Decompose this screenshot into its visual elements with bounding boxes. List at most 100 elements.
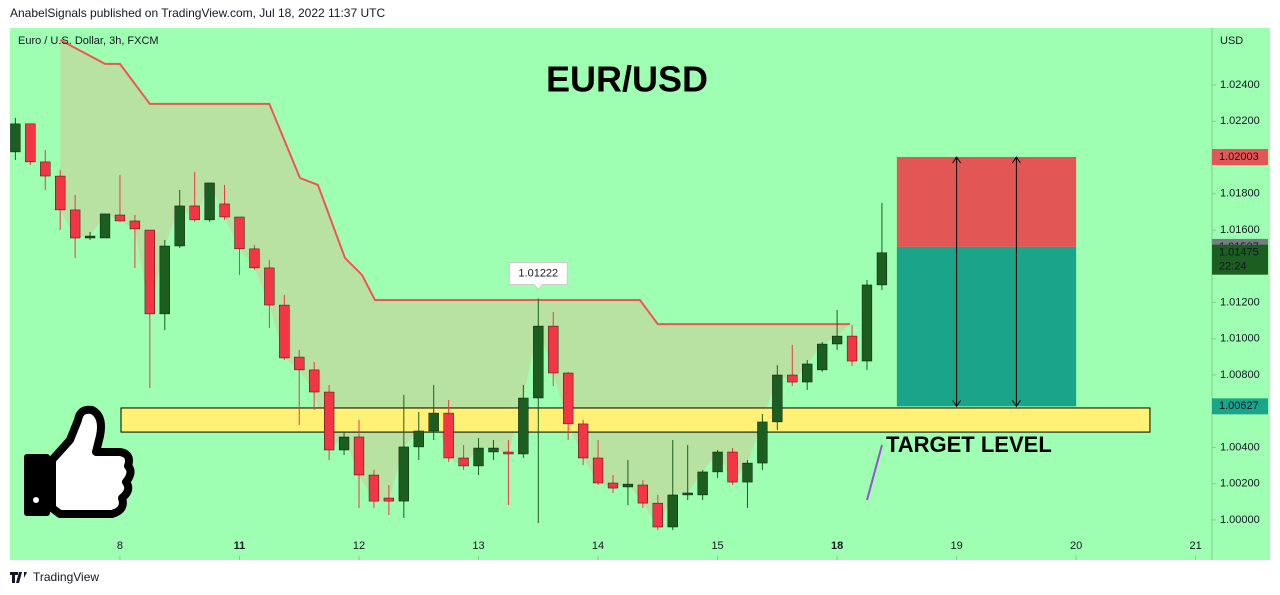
candle-body [802, 363, 813, 383]
candle-body [398, 446, 409, 502]
candle-body [189, 205, 200, 221]
x-tick-label: 13 [472, 540, 484, 552]
candle-body [368, 474, 380, 502]
y-tick-label: 1.00400 [1220, 441, 1260, 453]
candle-body [622, 483, 634, 488]
y-tick-label: 1.01600 [1220, 224, 1260, 236]
candle-body [682, 492, 693, 496]
candle-body [323, 391, 335, 451]
y-tick-label: 1.01200 [1220, 296, 1260, 308]
price-tag-label: 1.00627 [1219, 400, 1259, 412]
candle-body [652, 502, 663, 528]
candle-body [204, 182, 215, 221]
range-arrow [952, 156, 962, 408]
candle-body [353, 436, 365, 476]
candle-body [428, 412, 439, 432]
candle-body [592, 457, 604, 484]
candle-body [279, 304, 290, 359]
trend-line [59, 39, 850, 326]
candle-body [294, 356, 305, 371]
price-tag [1212, 244, 1268, 275]
y-tick-label: 1.02200 [1220, 115, 1260, 127]
x-tick-label: 15 [711, 540, 723, 552]
candle-body [99, 213, 111, 239]
candle-body [219, 203, 230, 218]
candle-body [309, 369, 320, 393]
candle-body [174, 205, 185, 247]
candle-body [159, 245, 170, 315]
candle-body [129, 220, 141, 230]
x-tick-label: 12 [353, 540, 365, 552]
candle-body [548, 325, 559, 374]
candle-body [488, 447, 499, 453]
candle-body [712, 451, 723, 473]
x-tick-label: 19 [950, 540, 962, 552]
candle-body [787, 374, 798, 383]
candle-body [861, 284, 873, 362]
x-tick-label: 20 [1070, 540, 1082, 552]
candle-body [443, 412, 454, 459]
price-tag [1212, 398, 1268, 415]
candle-body [831, 335, 843, 345]
candle-body [114, 214, 126, 222]
candle-body [338, 436, 350, 451]
candle-body [84, 235, 96, 239]
overlay: TARGET LEVEL 1.01222 [508, 156, 1077, 457]
candle-body [383, 497, 395, 502]
y-tick-label: 1.01800 [1220, 188, 1260, 200]
zone-label: TARGET LEVEL [886, 432, 1052, 457]
target-zone [120, 407, 1151, 433]
chart-title: EUR/USD [546, 59, 708, 100]
candle-body [757, 421, 768, 464]
y-tick-label: 1.01000 [1220, 333, 1260, 345]
candle-body [727, 451, 738, 483]
candle-body [473, 447, 484, 467]
candle-body [25, 123, 36, 163]
candle-body [742, 462, 753, 483]
candle-body [10, 123, 21, 153]
price-tag-label: 1.01475 [1219, 247, 1259, 259]
candle-body [264, 267, 275, 306]
x-tick-label: 14 [592, 540, 604, 552]
candle-body [667, 494, 678, 528]
range-arrow [1011, 156, 1021, 408]
candle-body [144, 229, 155, 315]
callout-label: 1.01222 [518, 267, 558, 279]
brand: TradingView [33, 570, 99, 584]
price-tag-label: 1.02003 [1219, 151, 1259, 163]
candle-body [40, 161, 51, 177]
thumbs-up-icon [24, 405, 135, 518]
candle-body [70, 209, 81, 239]
x-tick-label: 18 [831, 540, 843, 552]
candle-body [876, 252, 888, 286]
candle-body [697, 471, 708, 496]
candle-body [577, 423, 589, 459]
x-tick-label: 8 [117, 540, 123, 552]
symbol: Euro / U.S. Dollar, 3h, FXCM [18, 35, 159, 47]
y-tick-label: 1.00800 [1220, 369, 1260, 381]
candle-body [249, 248, 260, 269]
candle-body [607, 482, 619, 489]
candle-body [518, 397, 529, 455]
candle-body [503, 451, 514, 455]
x-tick-label: 21 [1190, 540, 1202, 552]
y-tick-label: 1.02400 [1220, 79, 1260, 91]
y-tick-label: 1.00200 [1220, 478, 1260, 490]
candle-body [234, 216, 245, 250]
plot [10, 39, 1151, 531]
y-tick-label: 1.00000 [1220, 514, 1260, 526]
drawing-line [866, 444, 883, 501]
candle-body [817, 343, 828, 371]
x-tick-label: 11 [234, 540, 246, 552]
candle-body [533, 325, 544, 399]
trend-fill [60, 39, 850, 528]
target-zone-box [896, 246, 1077, 407]
candle-body [772, 374, 783, 423]
stop-zone [896, 157, 1077, 247]
currency: USD [1220, 35, 1243, 47]
candle-body [458, 457, 469, 467]
candle-body [563, 372, 574, 425]
footer: TradingView [10, 570, 99, 584]
